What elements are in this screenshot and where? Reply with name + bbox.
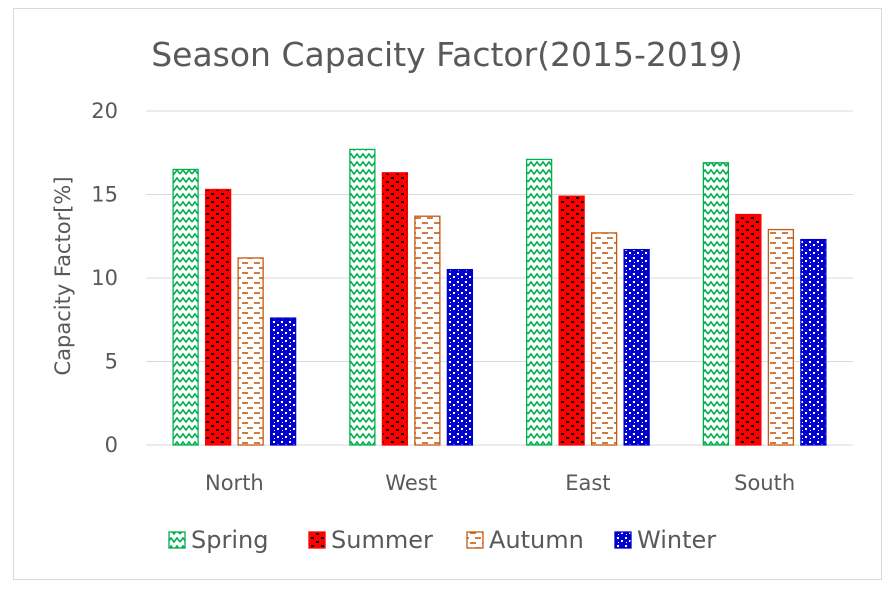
bar-spring-north [172, 168, 199, 446]
x-tick-label: North [205, 471, 264, 495]
bar-spring-east [525, 158, 553, 446]
legend-swatch [168, 531, 186, 549]
bars [172, 148, 827, 446]
bar-winter-south [800, 238, 827, 446]
legend-swatch [466, 531, 484, 549]
y-tick-label: 0 [105, 433, 118, 457]
bar-winter-north [269, 317, 297, 446]
bar-winter-east [623, 248, 650, 446]
bar-spring-west [349, 148, 376, 446]
gridlines [146, 110, 853, 446]
bar-autumn-south [767, 228, 795, 446]
legend-swatch [308, 531, 326, 549]
chart-title: Season Capacity Factor(2015-2019) [151, 35, 743, 74]
y-axis-label: Capacity Factor[%] [51, 176, 75, 375]
legend-item-spring: Spring [168, 526, 268, 554]
bar-summer-south [735, 213, 762, 446]
legend-label: Winter [637, 526, 716, 554]
bar-spring-south [702, 162, 730, 446]
y-tick-label: 10 [91, 266, 118, 290]
legend: Spring Summer Autumn Winter [168, 526, 716, 554]
y-tick-label: 5 [105, 350, 118, 374]
bar-autumn-north [237, 257, 264, 446]
legend-label: Summer [331, 526, 433, 554]
x-tick-label: West [385, 471, 437, 495]
legend-item-autumn: Autumn [466, 526, 584, 554]
legend-swatch [614, 531, 632, 549]
bar-winter-west [446, 268, 474, 446]
legend-label: Spring [191, 526, 268, 554]
bar-autumn-west [414, 215, 441, 446]
x-axis-ticks: North West East South [205, 471, 795, 495]
bar-autumn-east [590, 232, 618, 446]
legend-item-summer: Summer [308, 526, 433, 554]
x-tick-label: South [734, 471, 795, 495]
legend-label: Autumn [489, 526, 584, 554]
bar-summer-west [381, 172, 409, 446]
legend-item-winter: Winter [614, 526, 716, 554]
bar-summer-north [204, 188, 232, 446]
x-tick-label: East [565, 471, 610, 495]
y-axis-ticks: 0 5 10 15 20 [91, 99, 118, 457]
y-tick-label: 15 [91, 183, 118, 207]
bar-summer-east [558, 195, 585, 446]
y-tick-label: 20 [91, 99, 118, 123]
